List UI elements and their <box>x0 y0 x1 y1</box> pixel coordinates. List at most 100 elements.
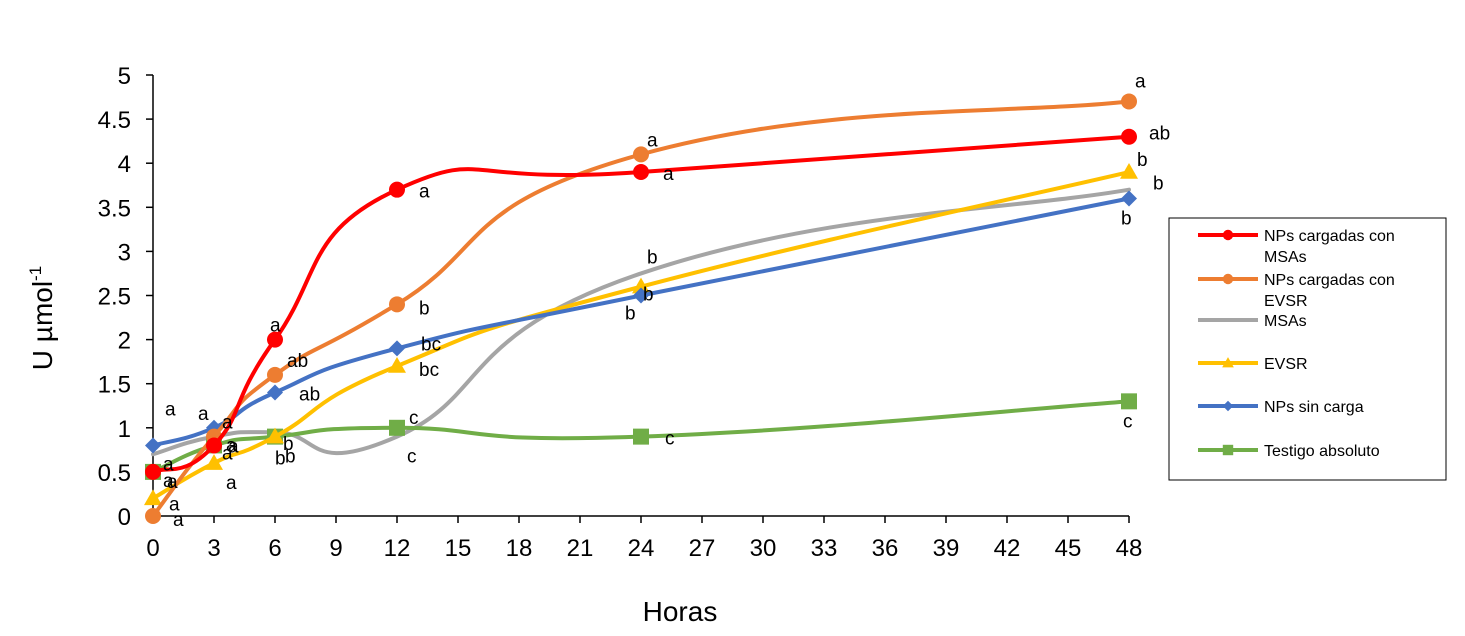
data-point <box>267 384 283 401</box>
legend-swatch-marker <box>1222 273 1234 285</box>
x-tick-label: 24 <box>628 535 655 562</box>
significance-letter: a <box>163 454 174 475</box>
significance-letter: a <box>167 472 178 493</box>
data-point <box>633 428 649 445</box>
legend-swatch-marker <box>1222 357 1234 368</box>
data-point <box>389 296 405 313</box>
significance-letter: a <box>198 404 209 425</box>
x-tick-label: 18 <box>506 535 533 562</box>
y-tick-label: 1.5 <box>98 372 131 399</box>
significance-letter: b <box>643 285 654 306</box>
y-tick-label: 0.5 <box>98 460 131 487</box>
data-point <box>633 287 649 304</box>
x-tick-label: 39 <box>933 535 960 562</box>
legend-label: MSAs <box>1264 249 1307 266</box>
data-point <box>145 437 161 454</box>
significance-letter: a <box>647 130 658 151</box>
legend-label: NPs cargadas con <box>1264 228 1395 245</box>
significance-letter: a <box>163 471 174 492</box>
data-point <box>1120 163 1138 179</box>
x-tick-label: 0 <box>146 535 159 562</box>
significance-letter: a <box>173 510 184 531</box>
y-tick-label: 5 <box>118 63 131 90</box>
series-line <box>151 399 1131 474</box>
y-tick-label: 4.5 <box>98 107 131 134</box>
significance-letter: b <box>1137 150 1148 171</box>
data-point <box>389 340 405 357</box>
significance-letter: ab <box>299 385 320 406</box>
series-line <box>151 170 1131 501</box>
legend-label: NPs cargadas con <box>1264 272 1395 289</box>
legend-box <box>1168 217 1447 481</box>
x-tick-label: 45 <box>1055 535 1082 562</box>
x-tick-label: 30 <box>750 535 777 562</box>
significance-letter: b <box>1121 208 1132 229</box>
significance-letter: a <box>222 413 233 434</box>
legend-label: Testigo absoluto <box>1264 443 1380 460</box>
y-tick-label: 4 <box>118 151 131 178</box>
legend-label: EVSR <box>1264 293 1308 310</box>
y-tick-label: 3.5 <box>98 195 131 222</box>
data-point <box>1121 93 1137 110</box>
legend-label: MSAs <box>1264 313 1307 330</box>
significance-letter: a <box>226 435 237 456</box>
data-point <box>633 146 649 163</box>
legend-swatch-marker <box>1222 229 1234 241</box>
x-tick-label: 6 <box>268 535 281 562</box>
series-line <box>151 99 1131 518</box>
y-tick-label: 2.5 <box>98 284 131 311</box>
series-line <box>151 196 1131 448</box>
y-axis-title-superscript: -1 <box>26 266 45 281</box>
x-tick-label: 9 <box>329 535 342 562</box>
significance-letter: b <box>283 434 294 455</box>
series-layer <box>144 93 1138 524</box>
legend-label: EVSR <box>1264 356 1308 373</box>
significance-letter: a <box>226 473 237 494</box>
data-point <box>389 181 405 198</box>
significance-letter: ab <box>287 351 308 372</box>
legend-swatch-marker <box>1222 400 1234 412</box>
significance-letter: b <box>419 298 430 319</box>
significance-letter: a <box>228 437 239 458</box>
data-point <box>1121 128 1137 145</box>
data-point <box>388 357 406 373</box>
y-tick-label: 0 <box>118 504 131 531</box>
significance-letter: b <box>1153 174 1164 195</box>
data-point <box>145 508 161 524</box>
significance-letter: b <box>647 247 658 268</box>
significance-letter: ab <box>1149 124 1170 145</box>
y-tick-label: 3 <box>118 239 131 266</box>
y-axis-title: U µmol-1 <box>26 266 58 370</box>
data-point <box>632 277 650 294</box>
significance-letter: b <box>285 447 296 468</box>
data-point <box>205 454 223 470</box>
significance-letter: c <box>407 447 417 468</box>
x-tick-label: 33 <box>811 535 838 562</box>
significance-letter: bc <box>421 334 441 355</box>
x-tick-label: 48 <box>1116 535 1143 562</box>
x-tick-label: 12 <box>384 535 411 562</box>
significance-letter: c <box>665 429 675 450</box>
significance-letter: a <box>222 443 233 464</box>
y-tick-label: 2 <box>118 328 131 355</box>
significance-letter: a <box>165 399 176 420</box>
x-tick-label: 21 <box>567 535 594 562</box>
significance-letter: c <box>1123 411 1133 432</box>
data-point <box>1121 393 1137 410</box>
significance-letter: c <box>409 408 419 429</box>
y-tick-label: 1 <box>118 416 131 443</box>
x-axis-title: Horas <box>643 596 718 627</box>
legend-swatch-marker <box>1222 444 1234 456</box>
data-point <box>389 419 405 436</box>
x-tick-label: 15 <box>445 535 472 562</box>
data-point <box>267 366 283 383</box>
legend-label: NPs sin carga <box>1264 399 1364 416</box>
data-point <box>144 489 162 506</box>
significance-letter: b <box>625 304 636 325</box>
significance-letter: a <box>270 316 281 337</box>
data-point <box>266 427 284 444</box>
x-tick-label: 27 <box>689 535 716 562</box>
x-tick-label: 3 <box>207 535 220 562</box>
